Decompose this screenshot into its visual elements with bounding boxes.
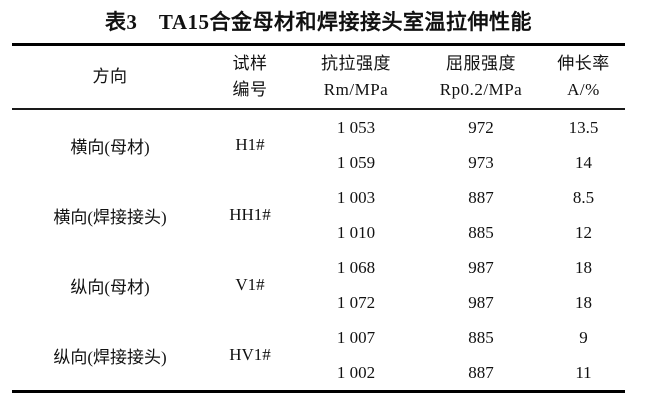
cell-sample-id: HV1# <box>229 345 271 364</box>
header-elongation-line2: A/% <box>567 80 600 99</box>
cell-elongation: 11 <box>575 362 592 382</box>
cell-sample-id: HH1# <box>229 205 271 224</box>
header-sample-line2: 编号 <box>232 80 268 99</box>
cell-yield-strength: 987 <box>468 292 494 312</box>
cell-tensile-strength: 1 068 <box>336 257 376 277</box>
table-row: 1 010 885 12 <box>12 215 625 250</box>
header-tensile-line2: Rm/MPa <box>323 80 389 99</box>
table-row: 1 002 887 11 <box>12 355 625 392</box>
cell-tensile-strength: 1 053 <box>336 117 376 137</box>
table-row: 1 059 973 14 <box>12 145 625 180</box>
cell-tensile-strength: 1 059 <box>336 152 376 172</box>
header-yield-line2: Rp0.2/MPa <box>439 80 523 99</box>
cell-elongation: 18 <box>575 292 592 312</box>
cell-tensile-strength: 1 002 <box>336 362 376 382</box>
cell-elongation: 13.5 <box>568 117 599 137</box>
cell-tensile-strength: 1 003 <box>336 187 376 207</box>
header-tensile-line1: 抗拉强度 <box>321 54 391 73</box>
cell-yield-strength: 885 <box>468 327 494 347</box>
cell-yield-strength: 887 <box>468 362 494 382</box>
table-row: 纵向(焊接接头) HV1# 1 007 885 9 <box>12 320 625 367</box>
column-header-sample-id: 试样 编号 <box>208 44 292 110</box>
cell-tensile-strength: 1 072 <box>336 292 376 312</box>
table-title: 表3 TA15合金母材和焊接接头室温拉伸性能 <box>104 10 533 34</box>
table-header: 方向 试样 编号 抗拉强度 Rm/MPa 屈服强度 Rp0.2/MPa 伸长率 … <box>12 44 625 110</box>
column-header-tensile-strength: 抗拉强度 Rm/MPa <box>292 44 420 110</box>
tensile-properties-table: 方向 试样 编号 抗拉强度 Rm/MPa 屈服强度 Rp0.2/MPa 伸长率 … <box>12 43 625 393</box>
cell-sample-id: V1# <box>235 275 265 294</box>
cell-yield-strength: 972 <box>468 117 494 137</box>
cell-yield-strength: 885 <box>468 222 494 242</box>
cell-elongation: 9 <box>579 327 588 347</box>
cell-direction: 纵向(母材) <box>70 277 150 297</box>
cell-yield-strength: 987 <box>468 257 494 277</box>
column-header-elongation: 伸长率 A/% <box>542 44 625 110</box>
column-header-direction: 方向 <box>12 44 208 110</box>
table-row: 横向(焊接接头) HH1# 1 003 887 8.5 <box>12 180 625 227</box>
cell-direction: 横向(母材) <box>70 137 150 157</box>
cell-tensile-strength: 1 007 <box>336 327 376 347</box>
cell-yield-strength: 887 <box>468 187 494 207</box>
table-row: 纵向(母材) V1# 1 068 987 18 <box>12 250 625 297</box>
cell-sample-id: H1# <box>235 135 265 154</box>
table-row: 1 072 987 18 <box>12 285 625 320</box>
table-body: 横向(母材) H1# 1 053 972 13.5 1 059 973 14 横… <box>12 109 625 392</box>
cell-elongation: 18 <box>575 257 592 277</box>
header-yield-line1: 屈服强度 <box>446 54 516 73</box>
cell-elongation: 12 <box>575 222 592 242</box>
cell-tensile-strength: 1 010 <box>336 222 376 242</box>
cell-yield-strength: 973 <box>468 152 494 172</box>
table-row: 横向(母材) H1# 1 053 972 13.5 <box>12 109 625 157</box>
header-row: 方向 试样 编号 抗拉强度 Rm/MPa 屈服强度 Rp0.2/MPa 伸长率 … <box>12 44 625 110</box>
cell-direction: 纵向(焊接接头) <box>53 347 167 367</box>
column-header-yield-strength: 屈服强度 Rp0.2/MPa <box>420 44 542 110</box>
cell-elongation: 8.5 <box>572 187 595 207</box>
cell-direction: 横向(焊接接头) <box>53 207 167 227</box>
header-elongation-line1: 伸长率 <box>557 54 610 73</box>
header-direction-label: 方向 <box>92 67 128 86</box>
header-sample-line1: 试样 <box>232 54 268 73</box>
cell-elongation: 14 <box>575 152 592 172</box>
